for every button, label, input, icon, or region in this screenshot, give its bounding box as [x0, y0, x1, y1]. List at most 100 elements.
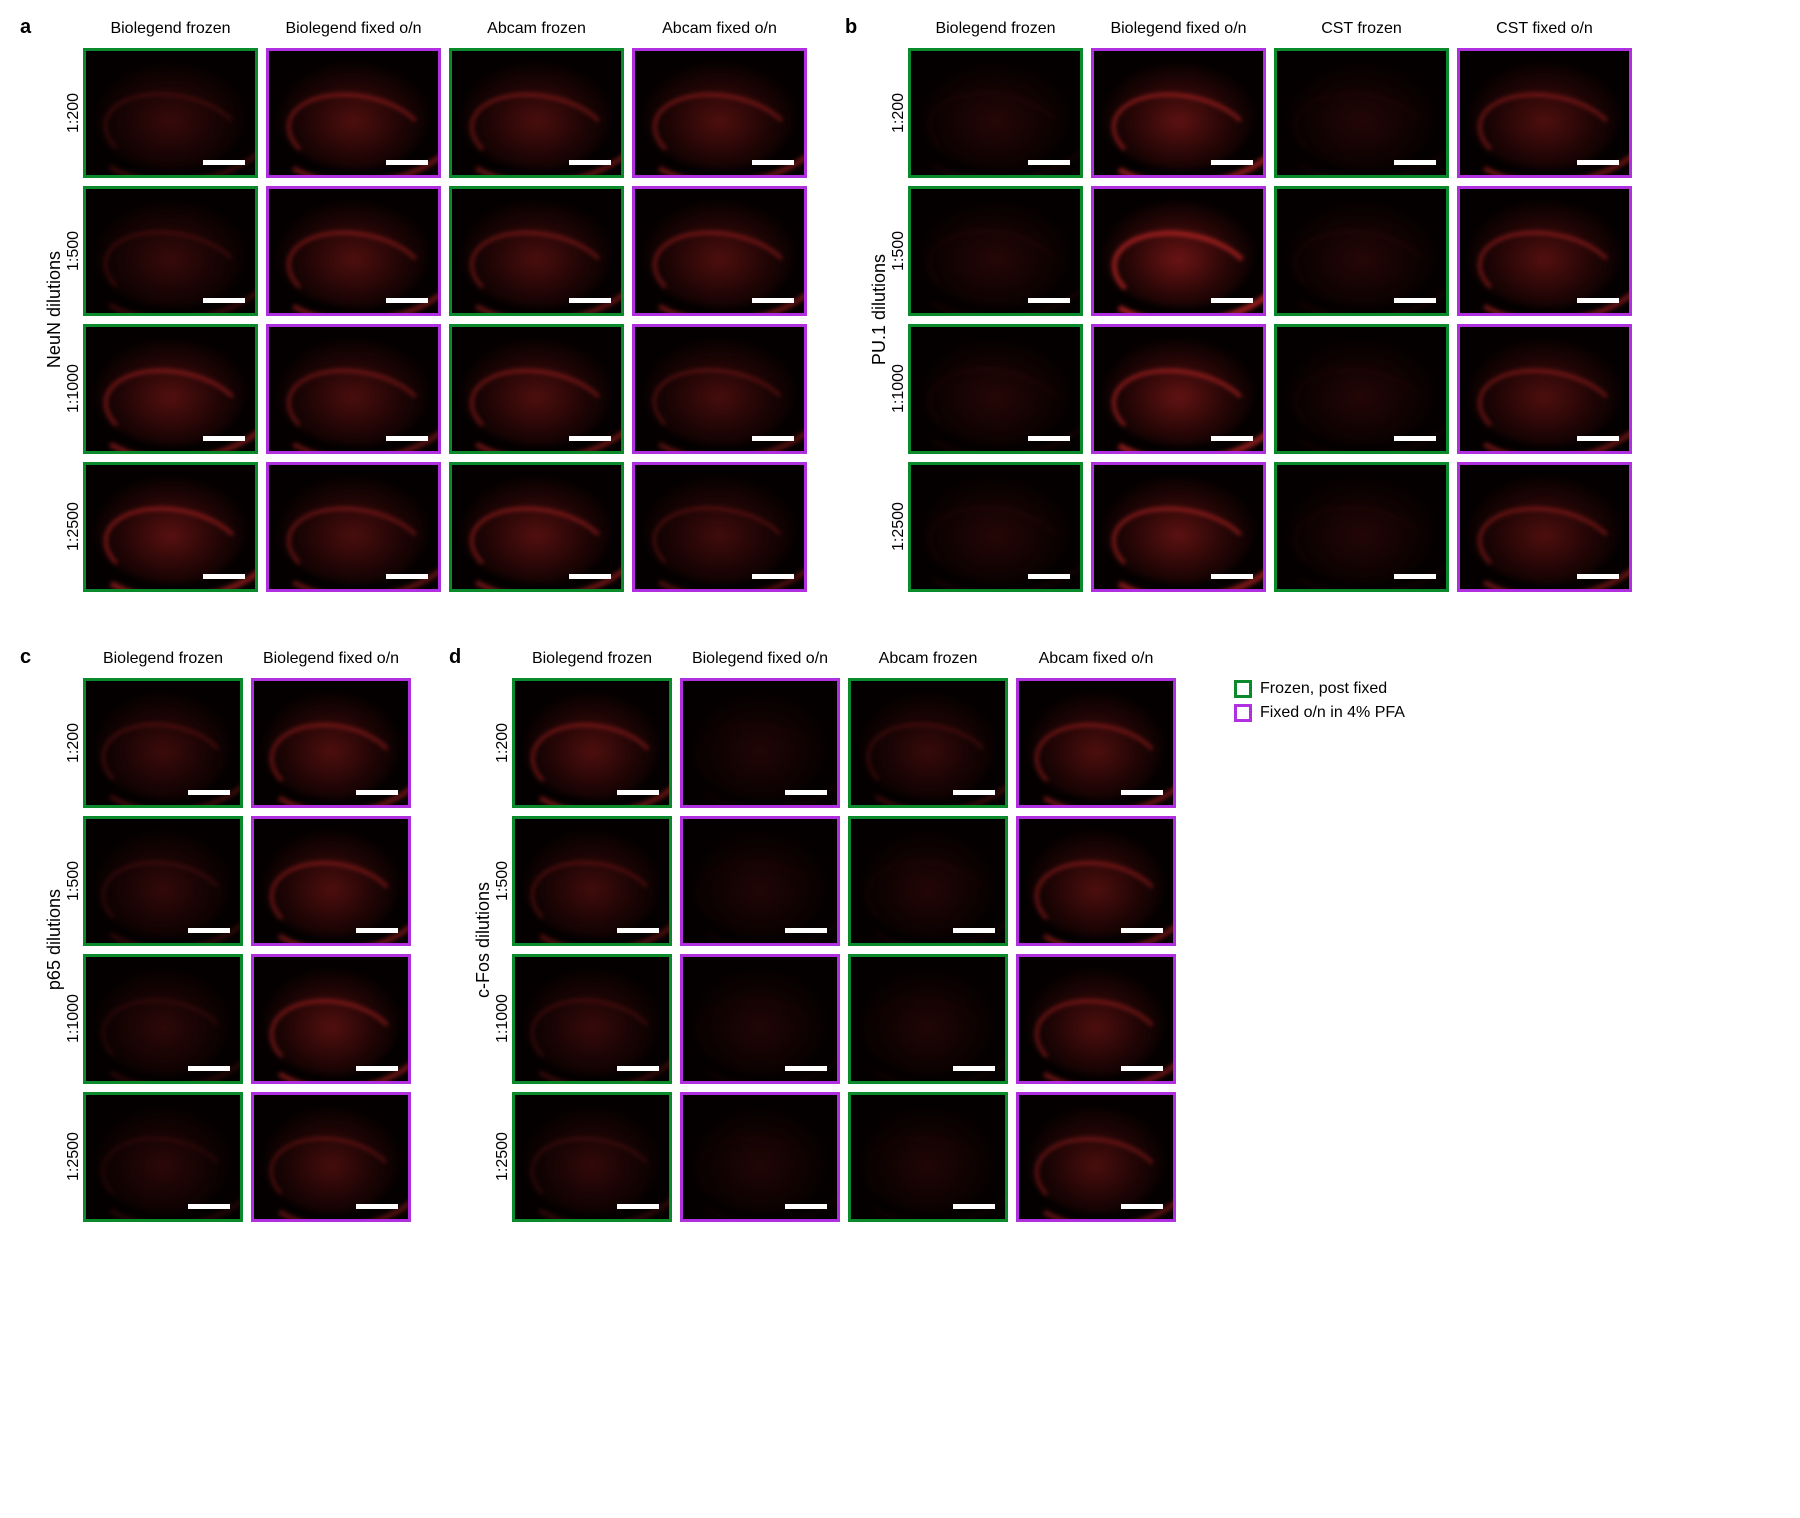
scale-bar — [1121, 928, 1163, 933]
scale-bar — [1121, 1066, 1163, 1071]
scale-bar — [1028, 160, 1070, 165]
micrograph-tile — [680, 954, 840, 1084]
row-label: 1:500 — [890, 186, 908, 316]
micrograph-tile — [1457, 324, 1632, 454]
micrograph-tile — [680, 816, 840, 946]
micrograph-tile — [1091, 48, 1266, 178]
column-header: Abcam frozen — [449, 20, 624, 48]
micrograph-tile — [83, 678, 243, 808]
scale-bar — [1577, 436, 1619, 441]
scale-bar — [569, 574, 611, 579]
scale-bar — [386, 574, 428, 579]
tile-inner — [86, 1095, 240, 1219]
scale-bar — [569, 160, 611, 165]
scale-bar — [386, 298, 428, 303]
tile-inner — [86, 465, 255, 589]
panel-c: cp65 dilutions1:2001:5001:10001:2500Biol… — [20, 650, 419, 1230]
micrograph-tile — [83, 1092, 243, 1222]
tile-inner — [1277, 327, 1446, 451]
tile-inner — [452, 327, 621, 451]
grid-row — [83, 954, 419, 1084]
tile-inner — [1460, 327, 1629, 451]
row-label: 1:500 — [65, 816, 83, 946]
scale-bar — [569, 298, 611, 303]
micrograph-tile — [512, 678, 672, 808]
micrograph-tile — [83, 816, 243, 946]
grid-wrap: Biolegend frozen Biolegend fixed o/n — [83, 650, 419, 1230]
row-labels: 1:2001:5001:10001:2500 — [890, 48, 908, 600]
scale-bar — [203, 298, 245, 303]
micrograph-tile — [1016, 816, 1176, 946]
tile-inner — [452, 189, 621, 313]
micrograph-tile — [632, 324, 807, 454]
grid-row — [908, 462, 1640, 592]
row-label: 1:2500 — [65, 1092, 83, 1222]
scale-bar — [203, 574, 245, 579]
column-header: Biolegend fixed o/n — [251, 650, 411, 678]
micrograph-tile — [1274, 186, 1449, 316]
micrograph-tile — [1457, 48, 1632, 178]
tile-inner — [86, 681, 240, 805]
micrograph-tile — [848, 954, 1008, 1084]
scale-bar — [1577, 574, 1619, 579]
scale-bar — [752, 298, 794, 303]
scale-bar — [953, 1066, 995, 1071]
y-axis-title: NeuN dilutions — [40, 251, 65, 368]
tile-inner — [683, 1095, 837, 1219]
micrograph-tile — [680, 1092, 840, 1222]
legend-label: Fixed o/n in 4% PFA — [1260, 704, 1405, 722]
micrograph-tile — [251, 816, 411, 946]
scale-bar — [785, 790, 827, 795]
row-label: 1:1000 — [65, 954, 83, 1084]
micrograph-tile — [1091, 462, 1266, 592]
tile-inner — [1019, 681, 1173, 805]
row-label: 1:200 — [494, 678, 512, 808]
grid-row — [83, 678, 419, 808]
micrograph-tile — [1457, 462, 1632, 592]
scale-bar — [785, 1066, 827, 1071]
scale-bar — [188, 1066, 230, 1071]
micrograph-tile — [83, 48, 258, 178]
legend-swatch — [1234, 680, 1252, 698]
column-headers: Biolegend frozenBiolegend fixed o/nCST f… — [908, 20, 1640, 48]
legend-item: Frozen, post fixed — [1234, 680, 1405, 698]
tile-inner — [851, 681, 1005, 805]
tile-inner — [635, 51, 804, 175]
grid-row — [83, 48, 815, 178]
tile-inner — [635, 189, 804, 313]
scale-bar — [1577, 160, 1619, 165]
column-headers: Biolegend frozenBiolegend fixed o/nAbcam… — [83, 20, 815, 48]
tile-inner — [851, 1095, 1005, 1219]
tile-inner — [86, 51, 255, 175]
tile-inner — [269, 51, 438, 175]
micrograph-tile — [512, 1092, 672, 1222]
scale-bar — [1121, 790, 1163, 795]
micrograph-tile — [1274, 48, 1449, 178]
legend-swatch — [1234, 704, 1252, 722]
micrograph-tile — [680, 678, 840, 808]
scale-bar — [785, 1204, 827, 1209]
scale-bar — [1028, 574, 1070, 579]
micrograph-tile — [1016, 1092, 1176, 1222]
tile-inner — [86, 189, 255, 313]
tile-inner — [1019, 1095, 1173, 1219]
tile-inner — [1277, 189, 1446, 313]
panel-letter: a — [20, 16, 31, 39]
scale-bar — [617, 1066, 659, 1071]
tile-inner — [86, 819, 240, 943]
tile-inner — [911, 327, 1080, 451]
tile-inner — [254, 957, 408, 1081]
scale-bar — [356, 1204, 398, 1209]
column-header: Biolegend frozen — [83, 650, 243, 678]
micrograph-tile — [1274, 324, 1449, 454]
micrograph-tile — [1457, 186, 1632, 316]
column-header: Abcam frozen — [848, 650, 1008, 678]
row-labels: 1:2001:5001:10001:2500 — [494, 678, 512, 1230]
panel-body: p65 dilutions1:2001:5001:10001:2500Biole… — [20, 650, 419, 1230]
y-axis-group: PU.1 dilutions1:2001:5001:10001:2500 — [865, 20, 908, 600]
scale-bar — [617, 790, 659, 795]
micrograph-tile — [632, 186, 807, 316]
scale-bar — [203, 160, 245, 165]
grid-wrap: Biolegend frozenBiolegend fixed o/nAbcam… — [512, 650, 1184, 1230]
column-header: Biolegend fixed o/n — [680, 650, 840, 678]
